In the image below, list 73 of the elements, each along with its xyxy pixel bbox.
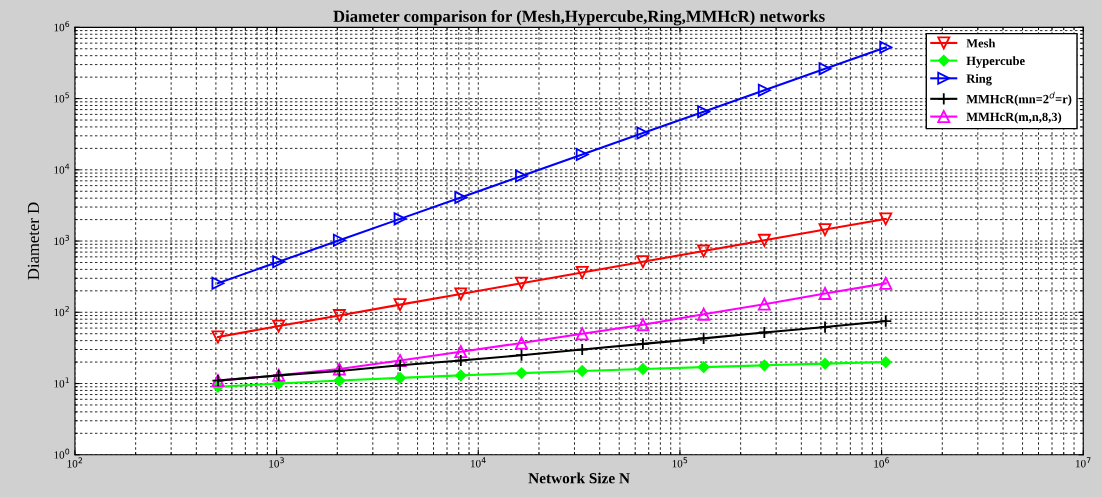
point [697,361,710,373]
point [879,314,893,328]
point [879,356,892,368]
y-tick-label: 10$^{1}$ [54,377,69,388]
point [272,319,286,333]
point [697,244,711,258]
y-tick-label: 10$^{6}$ [54,21,70,32]
point [697,105,711,119]
point [393,298,407,312]
point [211,276,225,290]
point [757,326,771,339]
point [211,330,225,344]
legend-label: Hypercube [966,56,1025,68]
point [333,374,346,387]
point [454,345,468,359]
x-tick-label: 10$^{4}$ [470,457,486,468]
point [757,297,771,311]
point [819,357,831,370]
point [636,126,650,140]
y-tick-label: 10$^{0}$ [54,448,70,459]
point [454,190,468,204]
point [515,367,528,379]
point [394,372,406,384]
point [818,320,832,334]
point [879,40,893,54]
point [757,233,771,247]
point [697,307,711,321]
point [515,169,528,183]
y-tick-label: 10$^{4}$ [54,163,70,174]
point [515,348,528,362]
y-axis-title: Diameter D [27,202,40,280]
x-tick-label: 10$^{2}$ [67,457,83,468]
y-tick-label: 10$^{5}$ [54,92,70,103]
point [637,363,649,375]
chart-title: Diameter comparison for (Mesh,Hypercube,Ring,MMHcR) networks [333,10,825,26]
legend-label: Mesh [966,38,996,48]
point [393,354,407,368]
x-tick-label: 10$^{3}$ [269,457,284,468]
point [332,233,346,247]
point [393,212,407,226]
point [818,223,832,237]
point [454,287,468,301]
point [515,336,528,350]
x-tick-label: 10$^{6}$ [874,457,889,468]
point [575,327,589,341]
point [454,369,467,382]
point [576,365,589,377]
legend-label: MMHcR(mn=2$^{d}$=r) [966,91,1072,106]
point [697,331,711,345]
point [758,359,771,372]
point [879,276,893,290]
point [818,62,832,76]
point [757,83,771,97]
point [575,266,589,279]
point [818,286,832,300]
point [575,148,589,161]
point [636,337,650,351]
point [393,358,407,372]
y-tick-label: 10$^{2}$ [54,306,69,317]
point [515,276,528,290]
point [879,212,893,226]
point [272,255,286,269]
point [332,309,346,323]
y-tick-label: 10$^{3}$ [54,234,70,245]
legend-label: MMHcR(m,n,8,3) [966,112,1062,124]
point [454,354,468,368]
x-tick-label: 10$^{5}$ [672,457,688,468]
x-axis-title: Network Size N [528,472,630,484]
legend-label: Ring [966,74,992,86]
point [636,318,650,332]
point [636,255,650,269]
x-tick-label: 10$^{7}$ [1075,457,1091,468]
point [575,343,589,356]
